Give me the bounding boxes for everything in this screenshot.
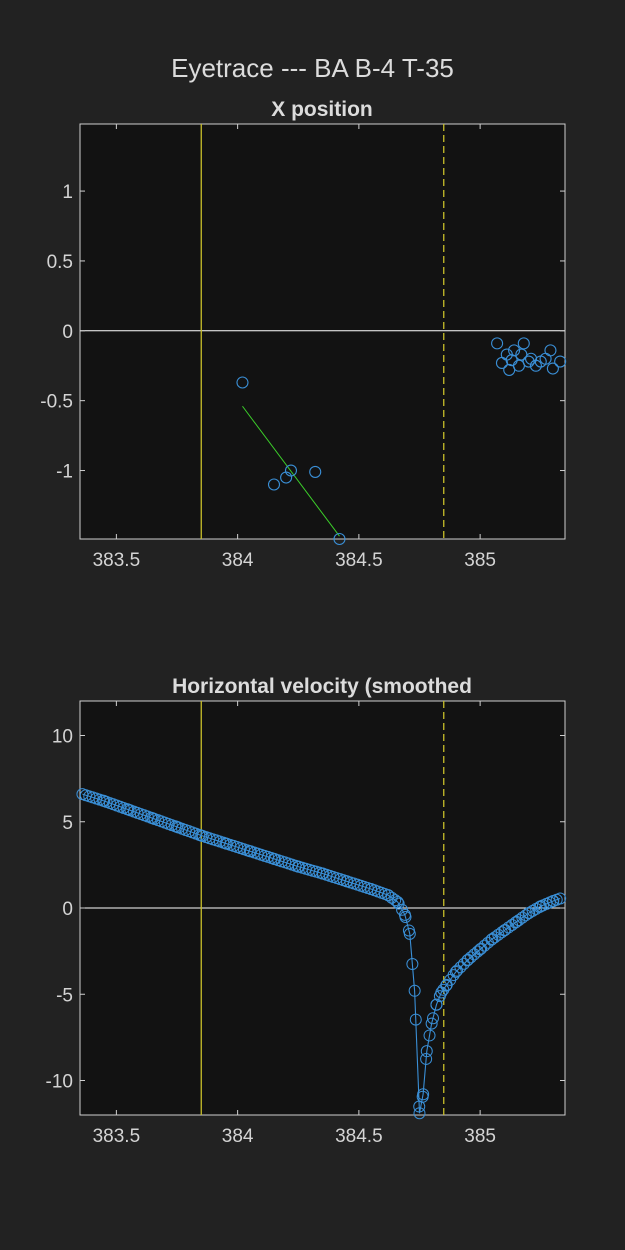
data-point bbox=[478, 939, 491, 952]
data-point bbox=[408, 984, 421, 997]
data-point bbox=[406, 958, 419, 971]
data-point bbox=[409, 1013, 422, 1026]
data-point bbox=[403, 927, 416, 940]
subplot-x-position: X position 383.5 384 384.5 385 1 0.5 0 -0.5 -1 bbox=[40, 98, 567, 571]
x-tick-label: 384 bbox=[222, 550, 254, 571]
subplot-title-horizontal-velocity: Horizontal velocity (smoothed bbox=[172, 675, 472, 698]
data-point bbox=[447, 969, 460, 982]
data-point bbox=[475, 942, 488, 955]
data-point bbox=[516, 911, 529, 924]
subplot-horizontal-velocity: Horizontal velocity (smoothed 383.5 384 38… bbox=[46, 675, 567, 1147]
data-point bbox=[425, 1017, 438, 1030]
data-point bbox=[461, 954, 474, 967]
data-point bbox=[267, 478, 281, 491]
data-point bbox=[554, 355, 567, 368]
data-point bbox=[309, 465, 322, 478]
data-point bbox=[491, 337, 504, 350]
data-point bbox=[423, 1029, 436, 1042]
data-point bbox=[523, 906, 536, 919]
figure-title: Eyetrace --- BA B-4 T-35 bbox=[171, 53, 454, 83]
data-point bbox=[457, 957, 470, 970]
x-tick-label: 384.5 bbox=[335, 1126, 383, 1147]
y-tick-label: -10 bbox=[46, 1072, 73, 1093]
data-point bbox=[517, 337, 530, 350]
data-point bbox=[474, 943, 487, 956]
y-tick-label: 10 bbox=[52, 727, 73, 748]
data-point bbox=[451, 964, 464, 977]
y-tick-label: 0 bbox=[62, 322, 73, 343]
data-point bbox=[426, 1012, 439, 1025]
data-point bbox=[519, 909, 532, 922]
y-tick-label: -0.5 bbox=[40, 392, 73, 413]
y-tick-label: 5 bbox=[62, 813, 73, 834]
data-point bbox=[391, 895, 404, 908]
fit-line bbox=[242, 405, 340, 537]
x-tick-label: 383.5 bbox=[93, 550, 141, 571]
data-point bbox=[385, 891, 398, 904]
data-point bbox=[430, 998, 443, 1011]
data-point bbox=[554, 892, 567, 905]
data-point bbox=[333, 532, 346, 546]
data-point bbox=[236, 376, 249, 389]
y-tick-label: 0 bbox=[62, 899, 73, 920]
data-point bbox=[508, 344, 521, 357]
data-point bbox=[392, 897, 405, 910]
y-tick-label: -1 bbox=[56, 462, 73, 483]
data-point bbox=[420, 1045, 433, 1058]
data-point bbox=[486, 933, 499, 946]
x-tick-label: 383.5 bbox=[93, 1126, 141, 1147]
data-point bbox=[544, 344, 557, 357]
data-point bbox=[522, 355, 535, 368]
data-point bbox=[449, 965, 462, 978]
subplot-title-x-position: X position bbox=[271, 98, 373, 121]
data-point bbox=[389, 894, 402, 907]
data-point bbox=[454, 961, 467, 974]
data-point bbox=[413, 1107, 426, 1120]
velocity-line bbox=[82, 793, 561, 1114]
x-tick-label: 385 bbox=[464, 1126, 496, 1147]
data-point bbox=[417, 1088, 430, 1101]
axes-background-x-position bbox=[79, 123, 566, 540]
data-point bbox=[284, 464, 298, 477]
data-point bbox=[399, 910, 412, 923]
y-tick-label: -5 bbox=[56, 985, 73, 1006]
x-tick-label: 385 bbox=[464, 550, 496, 571]
y-tick-label: 0.5 bbox=[47, 252, 73, 273]
data-point bbox=[464, 951, 477, 964]
x-tick-label: 384.5 bbox=[335, 550, 383, 571]
data-point bbox=[420, 1052, 433, 1065]
data-point bbox=[546, 362, 559, 375]
x-tick-label: 384 bbox=[222, 1126, 254, 1147]
data-point bbox=[471, 945, 484, 958]
y-tick-label: 1 bbox=[62, 182, 73, 203]
